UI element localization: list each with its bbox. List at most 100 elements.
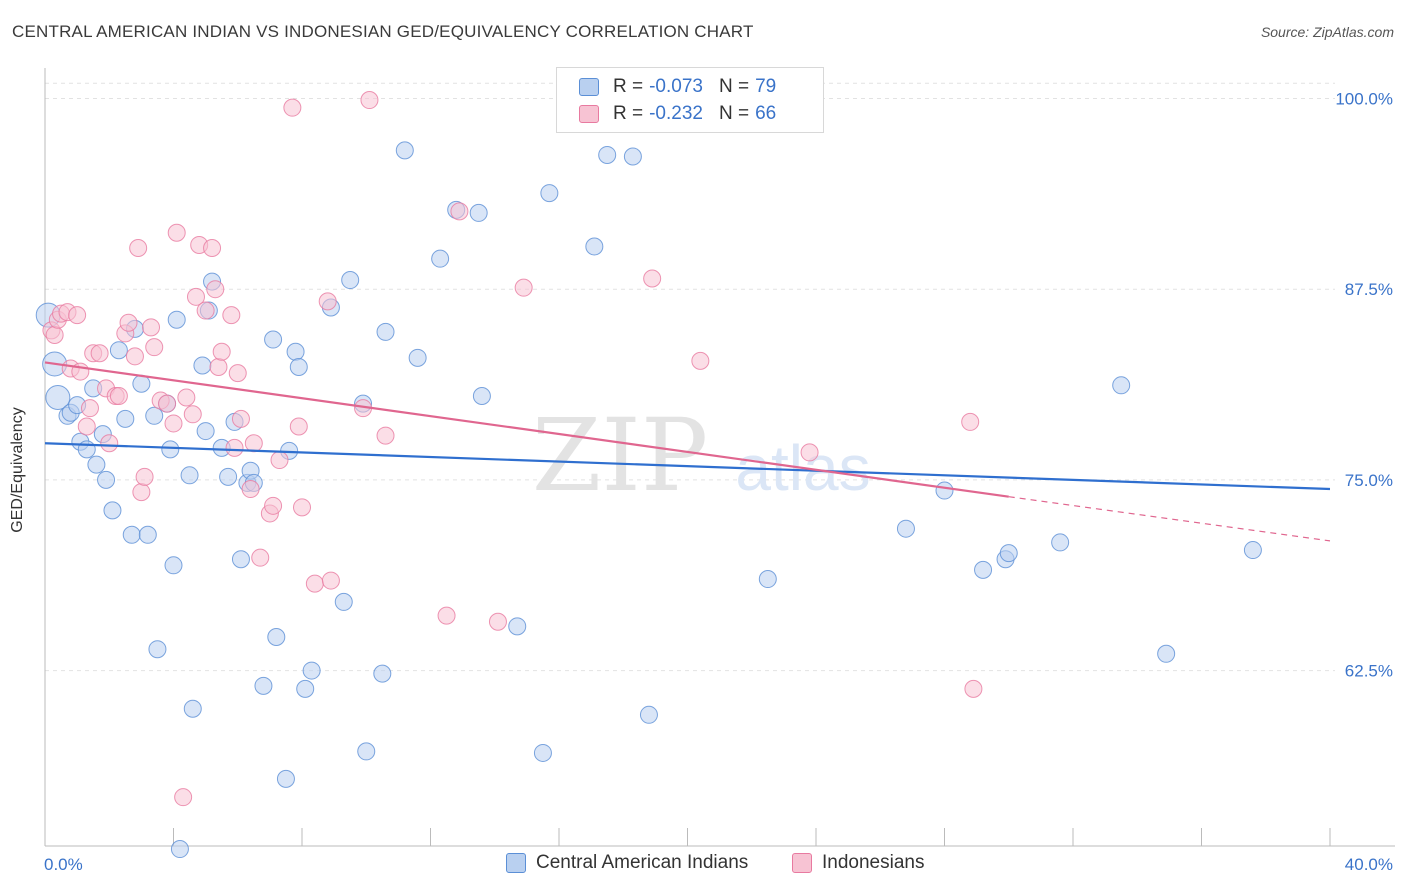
point-central-american — [974, 560, 993, 579]
point-indonesian — [125, 347, 144, 366]
point-indonesian — [964, 679, 983, 698]
point-central-american — [623, 147, 642, 166]
point-indonesian — [244, 434, 263, 453]
point-indonesian — [212, 342, 231, 361]
grid-lines — [45, 82, 1335, 672]
point-central-american — [45, 385, 71, 411]
point-central-american — [296, 679, 315, 698]
point-indonesian — [283, 98, 302, 117]
point-central-american — [508, 617, 527, 636]
point-indonesian — [270, 451, 289, 470]
point-central-american — [395, 141, 414, 160]
point-indonesian — [132, 483, 151, 502]
legend-n-label: N = — [718, 103, 750, 124]
point-central-american — [533, 743, 552, 762]
legend-label: Central American Indians — [536, 852, 749, 873]
point-indonesian — [145, 338, 164, 357]
point-indonesian — [196, 301, 215, 320]
point-central-american — [357, 742, 376, 761]
point-indonesian — [961, 412, 980, 431]
legend-item-indonesians[interactable]: Indonesians — [792, 852, 924, 874]
trend-line-indonesian — [44, 361, 1009, 498]
point-central-american — [97, 470, 116, 489]
point-central-american — [196, 422, 215, 441]
point-central-american — [341, 271, 360, 290]
point-central-american — [231, 550, 250, 569]
point-indonesian — [318, 292, 337, 311]
point-central-american — [639, 705, 658, 724]
point-central-american — [77, 440, 96, 459]
point-central-american — [109, 341, 128, 360]
point-central-american — [254, 676, 273, 695]
point-indonesian — [289, 417, 308, 436]
point-indonesian — [450, 202, 469, 221]
point-indonesian — [376, 426, 395, 445]
point-indonesian — [209, 357, 228, 376]
legend-swatch-pink — [792, 853, 812, 873]
legend-swatch-blue — [579, 78, 599, 96]
y-tick-label: 75.0% — [1345, 471, 1393, 490]
point-central-american — [334, 592, 353, 611]
point-central-american — [170, 840, 189, 859]
point-indonesian — [164, 414, 183, 433]
point-indonesian — [129, 239, 148, 258]
point-indonesian — [231, 409, 250, 428]
y-tick-label: 100.0% — [1335, 90, 1393, 109]
legend-r-value: -0.232 — [649, 103, 703, 124]
point-indonesian — [135, 467, 154, 486]
point-central-american — [138, 525, 157, 544]
source-label: Source: ZipAtlas.com — [1260, 24, 1394, 40]
point-indonesian — [174, 788, 193, 807]
trend-line-central-american — [44, 442, 1331, 491]
point-indonesian — [488, 612, 507, 631]
point-central-american — [122, 525, 141, 544]
point-central-american — [376, 322, 395, 341]
point-indonesian — [293, 498, 311, 517]
point-indonesian — [77, 417, 96, 436]
correlation-legend: R = -0.073 N = 79 R = -0.232 N = 66 — [556, 67, 824, 133]
point-central-american — [758, 570, 777, 589]
point-central-american — [999, 544, 1018, 563]
point-central-american — [219, 467, 238, 486]
point-indonesian — [45, 325, 64, 344]
point-indonesian — [691, 351, 710, 370]
trend-lines — [44, 361, 1331, 542]
point-indonesian — [177, 388, 196, 407]
point-central-american — [286, 342, 305, 361]
point-central-american — [1157, 644, 1176, 663]
point-indonesian — [90, 344, 109, 363]
point-central-american — [145, 406, 164, 425]
point-indonesian — [203, 239, 222, 258]
point-indonesian — [305, 574, 324, 593]
point-indonesian — [643, 269, 662, 288]
point-central-american — [585, 237, 604, 256]
point-central-american — [1243, 541, 1262, 560]
point-central-american — [87, 455, 106, 474]
point-central-american — [148, 640, 167, 659]
point-central-american — [469, 203, 488, 222]
point-central-american — [132, 374, 151, 393]
tick-labels: 62.5% 75.0% 87.5% 100.0% 0.0% 40.0% — [44, 90, 1393, 874]
point-central-american — [302, 661, 321, 680]
point-indonesian — [142, 318, 161, 337]
legend-r-label: R = — [613, 76, 644, 97]
legend-n-value: 79 — [755, 76, 777, 97]
legend-n-value: 66 — [755, 103, 777, 124]
point-central-american — [180, 466, 199, 485]
point-indonesian — [321, 571, 340, 590]
legend-item-central-american-indians[interactable]: Central American Indians — [506, 852, 748, 874]
point-indonesian — [206, 280, 225, 299]
point-indonesian — [109, 386, 128, 405]
point-indonesian — [80, 399, 99, 418]
point-central-american — [1051, 533, 1070, 552]
legend-r-value: -0.073 — [649, 76, 703, 97]
point-central-american — [472, 386, 491, 405]
point-central-american — [598, 145, 617, 164]
point-indonesian — [228, 364, 247, 383]
point-indonesian — [360, 91, 379, 110]
point-indonesian — [158, 394, 177, 413]
legend-row-central-american: R = -0.073 N = 79 — [579, 75, 792, 99]
point-central-american — [431, 249, 450, 268]
legend-label: Indonesians — [822, 852, 925, 873]
y-tick-label: 62.5% — [1345, 662, 1393, 681]
